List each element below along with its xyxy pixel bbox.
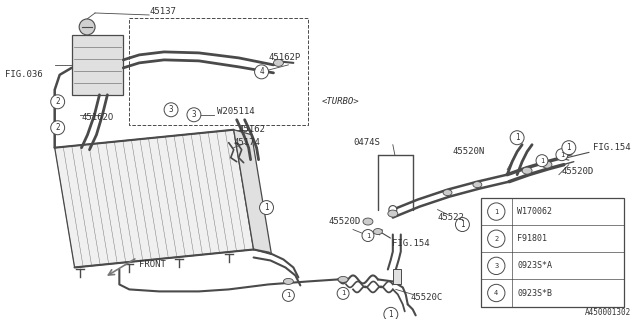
Polygon shape bbox=[234, 130, 271, 254]
Text: 1: 1 bbox=[494, 209, 499, 215]
Ellipse shape bbox=[284, 278, 293, 284]
Text: 2: 2 bbox=[494, 236, 499, 242]
Circle shape bbox=[51, 95, 65, 109]
Ellipse shape bbox=[388, 210, 398, 217]
Circle shape bbox=[488, 230, 505, 247]
Circle shape bbox=[488, 203, 505, 220]
Circle shape bbox=[79, 19, 95, 35]
Bar bbox=[72, 35, 124, 95]
Text: <TURBO>: <TURBO> bbox=[321, 97, 359, 106]
Circle shape bbox=[282, 289, 294, 301]
Circle shape bbox=[187, 108, 201, 122]
Circle shape bbox=[556, 149, 568, 161]
Bar bbox=[481, 198, 624, 307]
Polygon shape bbox=[54, 130, 253, 268]
Text: 45522: 45522 bbox=[438, 213, 465, 222]
Ellipse shape bbox=[473, 182, 482, 188]
Ellipse shape bbox=[338, 276, 348, 283]
Ellipse shape bbox=[373, 228, 382, 235]
Text: 1: 1 bbox=[388, 310, 393, 319]
Text: 1: 1 bbox=[286, 292, 291, 298]
Text: 4: 4 bbox=[259, 67, 264, 76]
Text: 2: 2 bbox=[56, 97, 60, 106]
Ellipse shape bbox=[522, 167, 532, 174]
Circle shape bbox=[337, 287, 349, 300]
Ellipse shape bbox=[363, 218, 373, 225]
Circle shape bbox=[510, 131, 524, 145]
Text: 45520C: 45520C bbox=[411, 293, 443, 302]
Circle shape bbox=[362, 229, 374, 242]
Text: 3: 3 bbox=[494, 263, 499, 269]
Text: 1: 1 bbox=[560, 152, 564, 158]
Text: 1: 1 bbox=[264, 203, 269, 212]
Text: 0923S*A: 0923S*A bbox=[517, 261, 552, 270]
Text: 45162O: 45162O bbox=[81, 113, 114, 122]
Circle shape bbox=[260, 201, 273, 215]
Text: 45162P: 45162P bbox=[269, 53, 301, 62]
Ellipse shape bbox=[443, 190, 452, 196]
Text: 45162: 45162 bbox=[239, 125, 266, 134]
Text: 45520N: 45520N bbox=[452, 147, 484, 156]
Circle shape bbox=[164, 103, 178, 117]
Text: W170062: W170062 bbox=[517, 207, 552, 216]
Circle shape bbox=[488, 257, 505, 275]
Text: FIG.036: FIG.036 bbox=[5, 70, 43, 79]
Circle shape bbox=[488, 284, 505, 302]
Text: 45174: 45174 bbox=[234, 138, 260, 147]
Text: 1: 1 bbox=[460, 220, 465, 229]
Text: 4: 4 bbox=[494, 290, 499, 296]
Circle shape bbox=[456, 218, 469, 232]
Circle shape bbox=[562, 141, 576, 155]
Text: 3: 3 bbox=[169, 105, 173, 114]
Circle shape bbox=[389, 205, 397, 213]
Text: 45137: 45137 bbox=[149, 7, 176, 16]
Text: 0923S*B: 0923S*B bbox=[517, 289, 552, 298]
Circle shape bbox=[255, 65, 269, 79]
Text: FIG.154: FIG.154 bbox=[392, 239, 429, 248]
Text: 1: 1 bbox=[515, 133, 520, 142]
Circle shape bbox=[51, 121, 65, 135]
Text: 1: 1 bbox=[341, 291, 345, 296]
Text: 1: 1 bbox=[366, 233, 370, 238]
Text: 0474S: 0474S bbox=[353, 138, 380, 147]
Circle shape bbox=[536, 155, 548, 167]
Text: 1: 1 bbox=[566, 143, 571, 152]
Text: A450001302: A450001302 bbox=[585, 308, 632, 317]
Text: W205114: W205114 bbox=[217, 107, 255, 116]
Text: FIG.154: FIG.154 bbox=[593, 143, 630, 152]
Ellipse shape bbox=[542, 161, 552, 168]
Text: F91801: F91801 bbox=[517, 234, 547, 243]
Text: 3: 3 bbox=[191, 110, 196, 119]
Text: 45520D: 45520D bbox=[328, 217, 360, 226]
Text: 2: 2 bbox=[56, 123, 60, 132]
Polygon shape bbox=[393, 269, 401, 284]
Text: FRONT: FRONT bbox=[140, 260, 166, 269]
Circle shape bbox=[384, 308, 398, 320]
Ellipse shape bbox=[273, 60, 284, 66]
Text: 1: 1 bbox=[540, 158, 544, 164]
Text: 45520D: 45520D bbox=[562, 167, 594, 176]
